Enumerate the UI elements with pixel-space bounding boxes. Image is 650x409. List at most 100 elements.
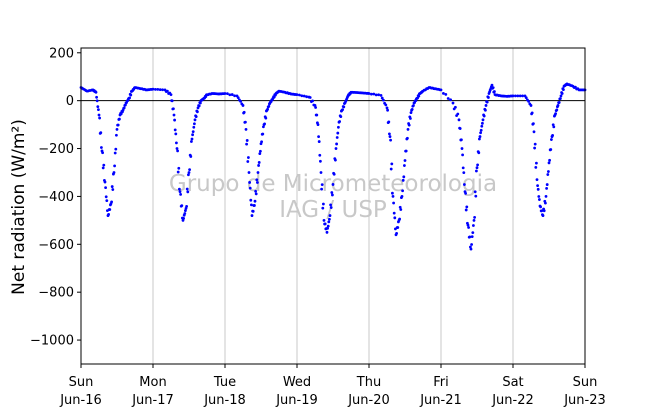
data-point — [559, 94, 563, 98]
data-point-interp — [110, 200, 113, 204]
data-point — [172, 113, 176, 117]
data-point-interp — [560, 92, 564, 95]
data-point — [169, 93, 173, 97]
data-point-interp — [182, 217, 186, 220]
data-point-interp — [173, 128, 177, 132]
data-point-interp — [174, 132, 178, 136]
data-point — [385, 106, 389, 110]
x-tick-label-date: Jun-17 — [131, 393, 174, 408]
data-point — [115, 127, 119, 131]
data-point-interp — [533, 142, 537, 146]
data-point-interp — [393, 216, 397, 220]
data-point-interp — [370, 92, 373, 96]
data-point — [256, 171, 260, 174]
x-tick-label-day: Fri — [433, 375, 449, 390]
data-point-interp — [256, 181, 259, 184]
x-tick-label-date: Jun-19 — [275, 393, 318, 408]
data-point-interp — [539, 205, 542, 209]
data-point-interp — [101, 151, 104, 155]
data-point-interp — [326, 226, 329, 230]
data-point-interp — [298, 93, 301, 97]
data-point — [475, 166, 479, 170]
data-point-interp — [404, 149, 408, 153]
y-tick-label: −800 — [38, 286, 74, 301]
data-point-interp — [442, 92, 445, 95]
data-point-interp — [184, 209, 187, 212]
data-point-interp — [116, 123, 120, 127]
data-point-interp — [320, 183, 324, 187]
x-tick-label-date: Jun-22 — [491, 393, 534, 408]
data-point-interp — [545, 183, 549, 186]
x-tick-label-date: Jun-16 — [59, 393, 102, 408]
data-point-interp — [535, 161, 538, 165]
data-point-interp — [562, 88, 565, 92]
data-point-interp — [335, 136, 339, 139]
data-point-interp — [255, 178, 259, 182]
data-point-interp — [244, 120, 247, 124]
x-axis-ticks: Sun Jun-16 Mon Jun-17 Tue Jun-18 Wed Jun-19 Thu J… — [59, 364, 606, 408]
y-tick-label: −600 — [38, 238, 74, 253]
data-point — [472, 218, 476, 222]
data-point — [244, 127, 248, 131]
data-point-interp — [259, 149, 262, 153]
data-point-interp — [401, 189, 404, 193]
data-point-interp — [464, 192, 467, 195]
data-point-interp — [480, 124, 484, 128]
data-point-interp — [100, 146, 103, 149]
data-point-interp — [336, 131, 340, 135]
data-point — [334, 147, 338, 150]
data-point-interp — [314, 106, 317, 109]
data-point — [187, 171, 191, 174]
data-point-interp — [384, 103, 388, 107]
data-point-interp — [311, 99, 314, 103]
data-point-interp — [186, 190, 190, 194]
data-point — [469, 247, 473, 251]
data-point-interp — [122, 106, 126, 110]
data-point-interp — [190, 140, 193, 143]
data-point-interp — [548, 158, 551, 162]
data-point — [295, 93, 299, 97]
data-point — [175, 147, 179, 150]
data-point-interp — [199, 101, 202, 105]
data-point-interp — [552, 125, 556, 129]
data-point-interp — [527, 99, 530, 103]
data-point-interp — [377, 93, 380, 97]
data-point — [178, 190, 182, 194]
y-tick-label: 200 — [49, 46, 74, 61]
data-point-interp — [170, 99, 174, 103]
data-point-interp — [409, 117, 412, 120]
data-point-interp — [250, 203, 253, 207]
data-point-interp — [188, 168, 192, 172]
data-point-interp — [315, 113, 319, 117]
data-point — [322, 218, 326, 222]
data-point — [325, 230, 329, 234]
data-point — [319, 171, 323, 174]
data-point-interp — [532, 122, 535, 126]
data-point-interp — [456, 112, 460, 116]
data-points — [79, 82, 587, 251]
data-point-interp — [471, 231, 475, 235]
data-point — [112, 171, 116, 174]
data-point — [151, 87, 155, 91]
data-point-interp — [185, 187, 189, 191]
data-point-interp — [386, 108, 389, 112]
data-point-interp — [128, 96, 132, 100]
data-point-interp — [389, 138, 392, 142]
data-point-interp — [176, 170, 180, 174]
data-point-interp — [392, 211, 396, 215]
data-point-interp — [196, 110, 199, 114]
data-point-interp — [177, 166, 181, 170]
data-point-interp — [477, 151, 481, 155]
data-point-interp — [108, 208, 112, 211]
data-point-interp — [154, 87, 157, 91]
data-point-interp — [197, 104, 201, 108]
data-point — [529, 104, 533, 107]
data-point — [223, 92, 227, 95]
data-point — [439, 88, 443, 92]
data-point-interp — [449, 98, 452, 102]
data-point-interp — [533, 146, 536, 150]
y-tick-label: 0 — [66, 94, 74, 109]
data-point-interp — [464, 208, 468, 212]
y-tick-label: −1000 — [30, 334, 74, 349]
data-point-interp — [485, 100, 489, 104]
